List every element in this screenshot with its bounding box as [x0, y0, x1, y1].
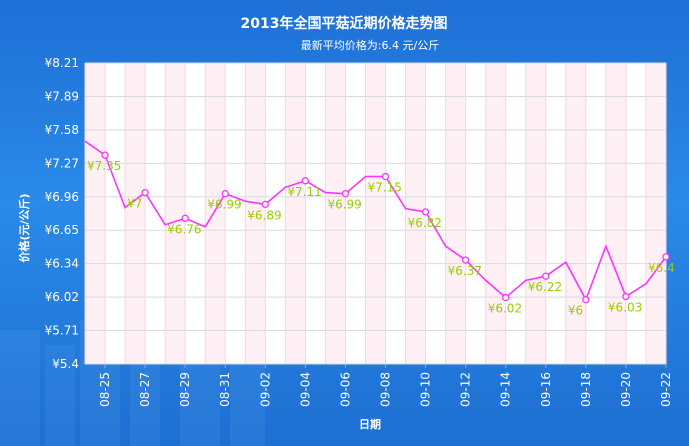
grid-band: [325, 63, 346, 364]
data-label: ¥6.89: [247, 208, 281, 222]
y-tick-label: ¥6.65: [45, 223, 79, 237]
x-tick-label: 09-18: [579, 372, 593, 407]
x-tick-label: 09-04: [298, 372, 312, 407]
data-label: ¥7.15: [368, 181, 402, 195]
data-point: [662, 253, 670, 261]
x-tick-label: 09-12: [459, 372, 473, 407]
x-tick-label: 08-31: [218, 372, 232, 407]
data-point: [582, 296, 590, 304]
data-label: ¥6.37: [448, 264, 482, 278]
x-tick-label: 08-27: [138, 372, 152, 407]
grid-band: [165, 63, 186, 364]
x-axis-title: 日期: [359, 417, 381, 431]
y-tick-label: ¥6.96: [45, 190, 79, 204]
grid-band: [125, 63, 146, 364]
x-tick-label: 09-08: [379, 372, 393, 407]
grid-band: [445, 63, 466, 364]
y-tick-label: ¥7.27: [45, 156, 79, 170]
x-tick-label: 09-02: [258, 372, 272, 407]
data-point: [341, 190, 350, 198]
data-point: [261, 200, 269, 209]
grid-band: [405, 63, 426, 364]
data-point: [301, 177, 310, 185]
data-label: ¥6.99: [207, 198, 241, 212]
data-label: ¥6: [568, 304, 583, 318]
x-tick-label: 09-06: [338, 372, 352, 407]
y-tick-label: ¥7.89: [45, 89, 79, 103]
data-label: ¥6.03: [608, 301, 642, 315]
decor-bar: [45, 345, 75, 446]
grid-band: [525, 63, 546, 364]
x-tick-label: 09-16: [539, 372, 553, 407]
data-label: ¥7: [127, 197, 142, 211]
data-point: [381, 172, 390, 181]
data-point: [101, 151, 109, 159]
y-tick-label: ¥6.02: [45, 290, 79, 304]
data-point: [421, 208, 430, 216]
data-label: ¥6.99: [327, 198, 361, 212]
data-point: [502, 293, 510, 302]
grid-band: [85, 63, 106, 364]
x-tick-label: 08-29: [178, 372, 192, 407]
y-tick-label: ¥7.58: [45, 123, 79, 137]
chart-title: 2013年全国平菇近期价格走势图: [241, 15, 448, 32]
data-point: [622, 292, 630, 301]
grid-band: [485, 63, 506, 364]
data-point: [542, 272, 550, 280]
x-tick-label: 09-20: [619, 372, 633, 407]
grid-band: [285, 63, 306, 364]
data-label: ¥6.76: [167, 222, 201, 236]
grid-band: [245, 63, 266, 364]
y-tick-label: ¥5.4: [52, 357, 79, 371]
data-label: ¥6.4: [648, 261, 675, 275]
decor-bar: [230, 360, 265, 446]
y-tick-label: ¥8.21: [45, 56, 79, 70]
grid-band: [565, 63, 586, 364]
chart-subtitle: 最新平均价格为:6.4 元/公斤: [301, 38, 439, 52]
x-tick-label: 09-10: [419, 372, 433, 407]
x-tick-label: 08-25: [98, 372, 112, 407]
data-label: ¥6.02: [488, 302, 522, 316]
data-point: [462, 256, 470, 264]
grid-band: [645, 63, 666, 364]
data-point: [141, 188, 149, 197]
grid-band: [605, 63, 626, 364]
y-tick-label: ¥6.34: [45, 257, 79, 271]
y-axis-title: 价格(元/公斤): [17, 193, 31, 262]
grid-band: [205, 63, 226, 364]
data-label: ¥7.35: [87, 159, 121, 173]
data-label: ¥7.11: [287, 185, 321, 199]
data-point: [221, 190, 229, 198]
grid-band: [365, 63, 386, 364]
data-label: ¥6.82: [408, 216, 442, 230]
data-point: [181, 214, 189, 222]
x-tick-label: 09-22: [659, 372, 673, 407]
y-tick-label: ¥5.71: [45, 324, 79, 338]
x-tick-label: 09-14: [499, 372, 513, 407]
decor-bar: [0, 330, 40, 446]
data-label: ¥6.22: [528, 280, 562, 294]
